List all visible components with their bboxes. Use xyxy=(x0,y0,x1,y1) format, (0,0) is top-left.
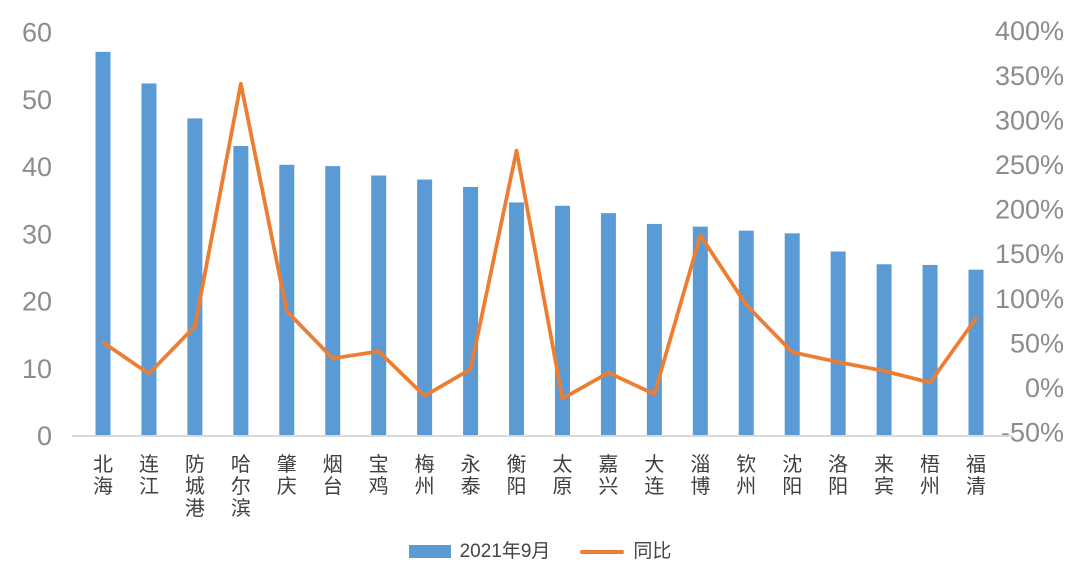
bar-太原 xyxy=(554,205,570,435)
bar-大连 xyxy=(646,223,662,435)
left-axis-tick-0: 0 xyxy=(37,421,52,451)
category-label-防城港: 防城港 xyxy=(185,453,205,520)
category-label-大连: 大连 xyxy=(644,453,664,498)
category-label-衡阳: 衡阳 xyxy=(507,453,527,498)
category-label-哈尔滨: 哈尔滨 xyxy=(231,453,251,520)
category-label-淄博: 淄博 xyxy=(690,453,710,498)
category-label-洛阳: 洛阳 xyxy=(828,453,848,498)
bar-嘉兴 xyxy=(600,213,616,435)
bar-永泰 xyxy=(463,186,479,435)
right-axis-tick-350: 350% xyxy=(995,61,1064,91)
right-axis-tick-100: 100% xyxy=(995,284,1064,314)
bar-series-label: 2021年9月 xyxy=(459,541,551,562)
category-label-宝鸡: 宝鸡 xyxy=(369,453,389,498)
right-axis-tick-300: 300% xyxy=(995,105,1064,135)
category-label-嘉兴: 嘉兴 xyxy=(598,453,618,498)
bar-钦州 xyxy=(738,230,754,435)
right-axis-tick-50: 50% xyxy=(1010,328,1064,358)
bar-来宾 xyxy=(876,264,892,435)
legend: 2021年9月 同比 xyxy=(0,542,1080,561)
category-label-钦州: 钦州 xyxy=(736,453,756,498)
left-axis-tick-60: 60 xyxy=(22,18,52,48)
left-axis-tick-20: 20 xyxy=(22,287,52,317)
line-series-label: 同比 xyxy=(633,541,672,562)
left-axis-tick-10: 10 xyxy=(22,354,52,384)
right-axis-tick--50: -50% xyxy=(1001,418,1064,448)
category-label-永泰: 永泰 xyxy=(461,453,481,498)
bar-梅州 xyxy=(417,179,433,435)
bar-梧州 xyxy=(922,264,938,435)
left-axis-tick-40: 40 xyxy=(22,152,52,182)
bar-北海 xyxy=(95,51,111,435)
category-label-梅州: 梅州 xyxy=(415,453,435,498)
bar-淄博 xyxy=(692,226,708,435)
category-label-烟台: 烟台 xyxy=(323,453,343,498)
bar-福清 xyxy=(968,269,984,435)
category-label-沈阳: 沈阳 xyxy=(782,453,802,498)
bar-连江 xyxy=(141,83,157,436)
right-axis-tick-0: 0% xyxy=(1025,373,1064,403)
right-axis-tick-200: 200% xyxy=(995,195,1064,225)
trend-line xyxy=(101,81,978,401)
bar-肇庆 xyxy=(279,164,295,435)
category-label-北海: 北海 xyxy=(93,453,113,498)
legend-item-bar-series: 2021年9月 xyxy=(408,541,551,562)
bar-哈尔滨 xyxy=(233,145,249,436)
bar-series-swatch xyxy=(408,545,451,558)
category-label-福清: 福清 xyxy=(966,453,986,498)
bar-沈阳 xyxy=(784,233,800,435)
right-axis-tick-250: 250% xyxy=(995,150,1064,180)
legend-item-line-series: 同比 xyxy=(580,542,671,561)
bar-衡阳 xyxy=(509,202,525,435)
category-label-连江: 连江 xyxy=(139,453,159,498)
category-label-太原: 太原 xyxy=(552,453,572,498)
bar-宝鸡 xyxy=(371,175,387,435)
left-axis-tick-50: 50 xyxy=(22,85,52,115)
category-label-梧州: 梧州 xyxy=(920,453,940,498)
category-label-肇庆: 肇庆 xyxy=(277,453,297,498)
bar-防城港 xyxy=(187,118,203,435)
left-axis-tick-30: 30 xyxy=(22,219,52,249)
right-axis-tick-400: 400% xyxy=(995,16,1064,46)
category-label-来宾: 来宾 xyxy=(874,453,894,498)
bar-烟台 xyxy=(325,166,341,435)
right-axis-tick-150: 150% xyxy=(995,239,1064,269)
bar-洛阳 xyxy=(830,251,846,435)
line-series-swatch xyxy=(580,549,625,554)
